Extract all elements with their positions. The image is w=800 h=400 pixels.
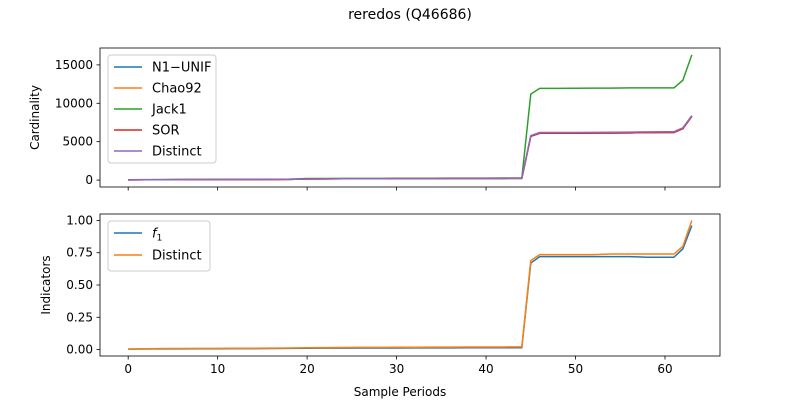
y-tick-label: 0.75	[66, 246, 93, 260]
y-axis-label: Indicators	[39, 255, 53, 314]
y-tick-label: 15000	[55, 58, 93, 72]
y-tick-label: 0.50	[66, 278, 93, 292]
series-line-1-5	[128, 115, 693, 181]
y-tick-label: 0.00	[66, 343, 93, 357]
legend-label: Distinct	[152, 145, 202, 160]
legend-label: SOR	[152, 124, 180, 139]
y-tick-label: 0.25	[66, 310, 93, 324]
y-axis-label: Cardinality	[28, 85, 42, 150]
x-tick-label: 60	[657, 362, 672, 376]
legend-label-sub: 1	[157, 234, 163, 244]
legend: N1−UNIF Chao92 Jack1 SOR Distinct	[107, 54, 217, 164]
legend-label: Chao92	[152, 82, 202, 97]
series-line-2-2	[128, 220, 693, 350]
y-tick-label: 10000	[55, 96, 93, 110]
axes-frame	[99, 47, 721, 188]
legend-label: Jack1	[151, 103, 187, 118]
x-tick-label: 40	[478, 362, 493, 376]
legend-label: f1	[152, 227, 162, 244]
x-tick-label: 20	[299, 362, 314, 376]
legend-label: N1−UNIF	[152, 61, 211, 76]
axes-2: 0 10 20 30 40 50 60 0.00 0.25 0.50 0.75 1.00 Indicat…	[39, 213, 721, 399]
legend-box	[107, 220, 211, 272]
legend-label-main: f	[152, 227, 159, 242]
x-axis-label: Sample Periods	[354, 385, 446, 399]
y-tick-label: 0	[85, 173, 93, 187]
y-tick-label: 1.00	[66, 213, 93, 227]
y-tick-label: 5000	[62, 135, 93, 149]
axes-1: 0 5000 10000 15000 Cardinality N1−UNIF Chao92 J…	[28, 47, 721, 191]
figure-title: reredos (Q46686)	[348, 7, 472, 23]
legend: f1 Distinct	[107, 220, 211, 272]
x-tick-label: 50	[568, 362, 583, 376]
x-tick-label: 10	[210, 362, 225, 376]
legend-box	[107, 54, 217, 164]
x-tick-label: 0	[124, 362, 132, 376]
x-tick-label: 30	[389, 362, 404, 376]
legend-label: Distinct	[152, 249, 202, 264]
plots: 0 5000 10000 15000 Cardinality N1−UNIF Chao92 J…	[28, 47, 721, 399]
